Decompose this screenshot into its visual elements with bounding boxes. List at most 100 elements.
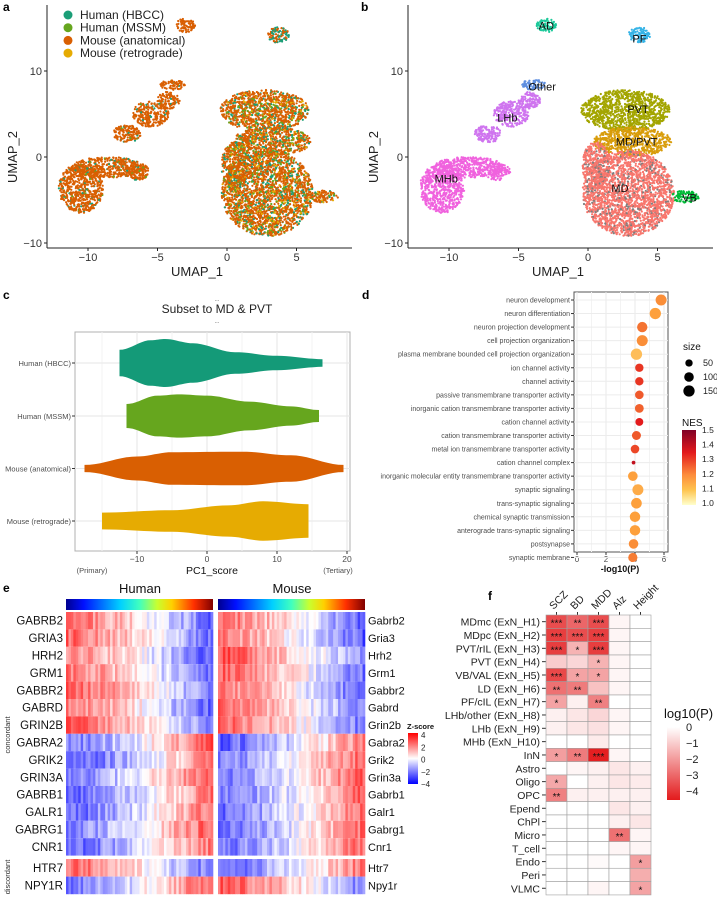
umap-a-point — [291, 136, 294, 140]
umap-a-point — [243, 137, 246, 140]
umap-a-point — [247, 117, 250, 120]
umap-a-point — [77, 187, 80, 190]
umap-a-point — [254, 178, 257, 181]
umap-a-point — [284, 107, 287, 110]
umap-a-point — [291, 99, 294, 102]
umap-a-point — [268, 141, 271, 144]
umap-a-point — [268, 36, 271, 39]
umap-a-point — [271, 132, 274, 135]
umap-a-point — [263, 116, 266, 119]
umap-a-point — [257, 112, 260, 115]
umap-a-point — [157, 96, 160, 99]
umap-a-point — [126, 164, 129, 167]
umap-a-point — [120, 165, 123, 168]
umap-a-point — [128, 127, 131, 130]
umap-a-point — [176, 100, 180, 104]
umap-a-point — [73, 182, 76, 185]
umap-a-point — [287, 113, 290, 116]
umap-a-point — [125, 161, 128, 164]
umap-a-point — [90, 158, 93, 161]
umap-a-point — [240, 119, 243, 122]
umap-a-point — [240, 138, 243, 141]
umap-a-point — [250, 108, 254, 111]
umap-a-point — [81, 163, 84, 166]
umap-a-point — [121, 158, 124, 161]
umap-a-point — [245, 106, 248, 110]
umap-a-point — [278, 166, 281, 169]
umap-a-point — [167, 99, 170, 102]
umap-a-point — [276, 120, 279, 124]
umap-a-point — [112, 161, 116, 164]
umap-a-point — [277, 118, 280, 121]
umap-a-point — [282, 215, 285, 218]
umap-a-point — [257, 91, 260, 94]
umap-a-point — [303, 148, 306, 151]
umap-a-point — [298, 108, 301, 111]
umap-a-point — [139, 119, 142, 122]
umap-a-point — [87, 193, 90, 196]
umap-a-point — [298, 209, 301, 212]
umap-a-point — [294, 112, 297, 115]
umap-a-point — [229, 121, 232, 124]
umap-a-point — [135, 130, 138, 133]
umap-a-point — [303, 199, 306, 202]
umap-a-point — [132, 131, 135, 134]
umap-a-point — [134, 175, 137, 179]
umap-a-point — [241, 122, 244, 125]
umap-a-point — [269, 200, 272, 203]
umap-a-point — [292, 109, 295, 112]
umap-a-point — [296, 163, 299, 166]
umap-a-point — [115, 176, 118, 179]
umap-a-point — [233, 162, 237, 165]
umap-a-point — [63, 191, 66, 194]
umap-a-point — [97, 175, 100, 179]
umap-a-point — [252, 136, 255, 139]
umap-a-point — [172, 95, 175, 98]
umap-a-point — [223, 206, 226, 209]
umap-a-point — [87, 169, 90, 172]
umap-a-point — [72, 198, 76, 202]
umap-a-point — [244, 199, 247, 203]
umap-a-point — [68, 171, 71, 174]
umap-a-point — [306, 137, 310, 140]
umap-a-point — [142, 168, 145, 171]
umap-a-point — [168, 107, 171, 110]
umap-a-point — [139, 116, 142, 119]
umap-a-point — [291, 161, 294, 164]
umap-a-point — [188, 26, 191, 29]
umap-a-point — [287, 138, 290, 141]
umap-a-point — [248, 122, 251, 126]
umap-a-x-tick-label: 5 — [293, 252, 299, 264]
umap-a-point — [277, 95, 280, 98]
umap-a-point — [147, 105, 150, 108]
umap-a-point — [219, 107, 222, 110]
umap-a-point — [269, 190, 272, 193]
umap-a-point — [274, 33, 278, 36]
umap-a-point — [238, 103, 242, 106]
umap-a-point — [80, 195, 83, 198]
umap-a-point — [279, 224, 282, 227]
umap-a-point — [236, 100, 239, 103]
umap-a-point — [177, 88, 180, 91]
umap-a-point — [259, 126, 262, 129]
umap-a-point — [254, 117, 257, 120]
umap-a-point — [291, 117, 294, 120]
umap-a-point — [248, 92, 251, 95]
umap-a-point — [129, 137, 132, 140]
umap-a-point — [102, 175, 105, 178]
umap-a-point — [89, 165, 92, 168]
umap-a-point — [254, 110, 257, 113]
umap-a-point — [224, 103, 227, 106]
umap-a-point — [74, 169, 77, 172]
umap-a-point — [122, 131, 125, 134]
umap-a-point — [82, 199, 85, 202]
umap-a-point — [248, 228, 252, 231]
umap-a-point — [65, 203, 68, 206]
umap-a-point — [221, 158, 224, 161]
umap-a-point — [258, 178, 261, 181]
umap-a-point — [119, 163, 123, 166]
umap-a-point — [137, 130, 140, 134]
umap-a-point — [286, 30, 289, 33]
umap-a-point — [96, 196, 99, 199]
umap-a-point — [267, 143, 270, 146]
